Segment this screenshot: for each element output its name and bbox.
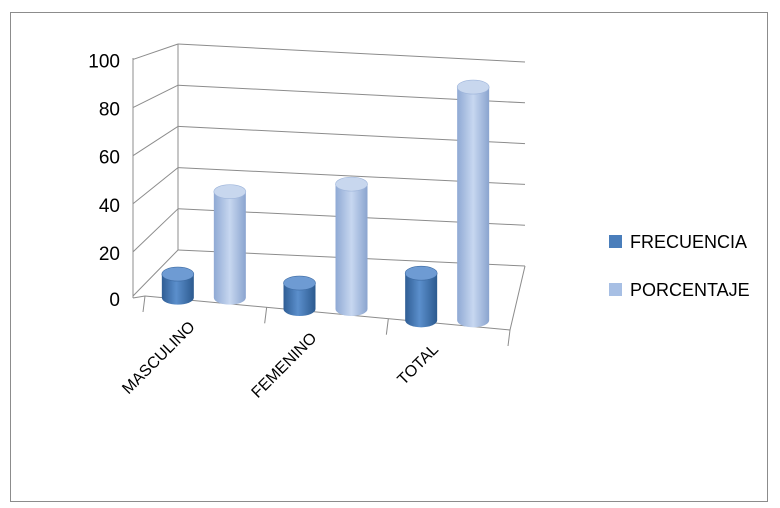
y-tick-label: 100 [88,51,120,72]
x-tick [507,329,511,347]
bar-body [213,191,246,305]
bars [161,79,490,328]
bar-body [335,184,368,317]
legend-label-frecuencia: FRECUENCIA [630,232,747,252]
x-tick [264,307,268,324]
bar-body [161,274,194,305]
legend-label-porcentaje: PORCENTAJE [630,280,750,300]
floor-left [132,295,146,299]
y-tick-label: 0 [109,290,120,311]
bar-porcentaje-femenino [335,176,368,317]
bar-top [283,275,316,291]
y-tick-label: 40 [99,196,120,217]
bar-body [405,273,438,328]
bar-top [456,79,490,95]
bar-frecuencia-total [404,265,438,328]
x-tick [385,318,389,335]
bar-body [457,87,490,328]
bar-top [404,265,438,281]
bar-frecuencia-femenino [283,275,316,317]
x-axis-front [144,295,511,331]
x-category-label: TOTAL [395,341,443,389]
x-category-label: FEMENINO [249,330,321,402]
bar-body [283,283,316,317]
legend: FRECUENCIA PORCENTAJE [609,232,750,300]
bar-top [213,184,247,199]
gridline-side [132,167,179,205]
bar-top [335,176,368,192]
gridline-side [132,249,179,297]
gridline-side [132,43,179,60]
floor-right [509,265,526,331]
axes [132,44,526,347]
legend-swatch-porcentaje [609,283,622,296]
gridline [177,43,526,63]
x-tick [142,295,146,313]
bar-top [161,266,195,282]
bar-porcentaje-total [456,79,490,328]
gridline-side [132,125,179,157]
chart-frame [10,12,768,502]
gridline-side [132,208,179,253]
bar-frecuencia-masculino [161,266,195,305]
y-tick-label: 20 [99,244,120,265]
y-tick-label: 80 [99,100,120,121]
x-category-label: MASCULINO [119,318,198,397]
gridline-side [132,84,179,108]
bar-porcentaje-masculino [213,184,247,305]
legend-swatch-frecuencia [609,235,622,248]
y-tick-label: 60 [99,148,120,169]
